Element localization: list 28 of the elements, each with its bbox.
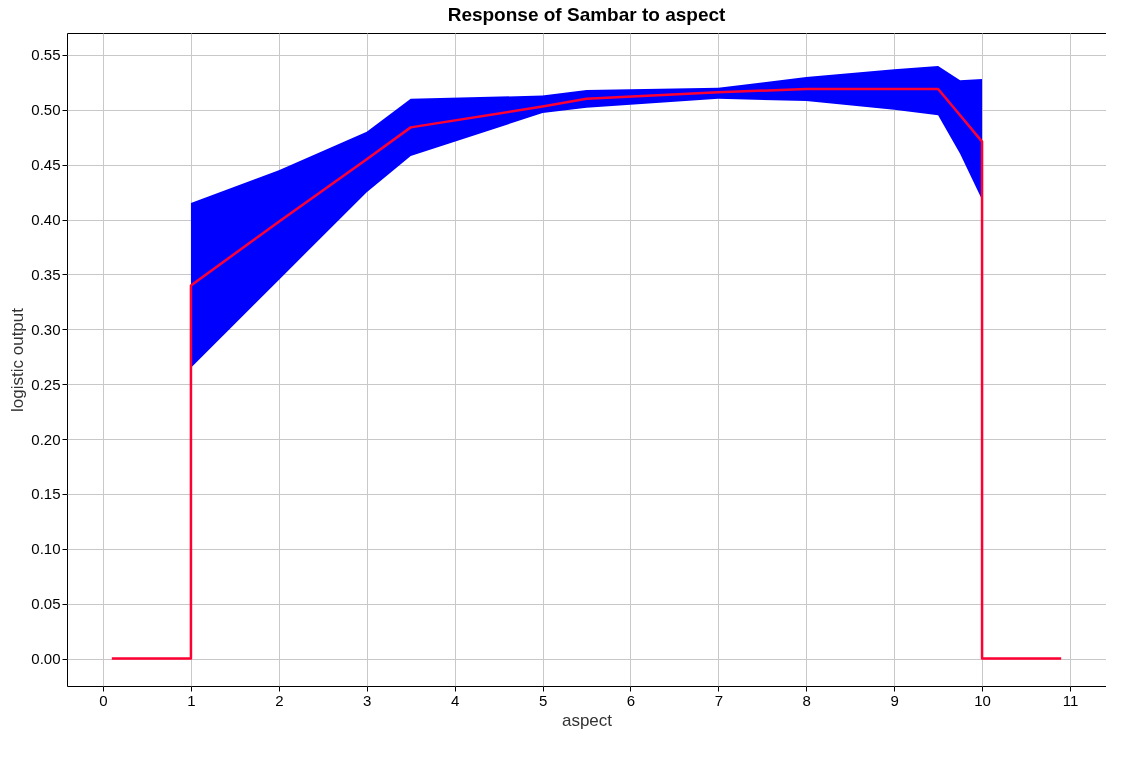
x-tick-label: 11 [1062,691,1079,709]
y-tick-label: 0.40 [31,211,61,229]
y-tick-label: 0.25 [31,375,61,393]
y-tick-label: 0.50 [31,101,61,119]
x-tick-label: 8 [802,691,811,709]
x-axis-title: aspect [561,710,613,730]
y-tick-label: 0.00 [31,650,61,668]
x-tick-label: 5 [538,691,548,709]
x-tick-label: 3 [363,691,372,709]
y-tick-label: 0.10 [31,540,61,558]
x-tick-label: 2 [275,691,284,709]
x-tick-label: 7 [714,691,724,709]
x-tick-label: 6 [626,691,636,709]
x-tick-label: 10 [974,691,991,709]
x-tick-label: 9 [890,691,899,709]
x-tick-label: 4 [450,691,460,709]
y-tick-label: 0.20 [31,430,61,448]
y-tick-label: 0.15 [31,485,61,503]
y-tick-label: 0.55 [31,46,61,64]
y-axis-title: logistic output [8,307,28,412]
y-tick-label: 0.30 [31,320,61,338]
y-tick-label: 0.45 [31,156,61,174]
y-tick-label: 0.35 [31,265,61,283]
x-tick-label: 0 [99,691,108,709]
line-series [110,87,1063,660]
x-tick-label: 1 [187,691,196,709]
y-tick-label: 0.05 [31,595,61,613]
chart-title: Response of Sambar to aspect [447,4,727,25]
